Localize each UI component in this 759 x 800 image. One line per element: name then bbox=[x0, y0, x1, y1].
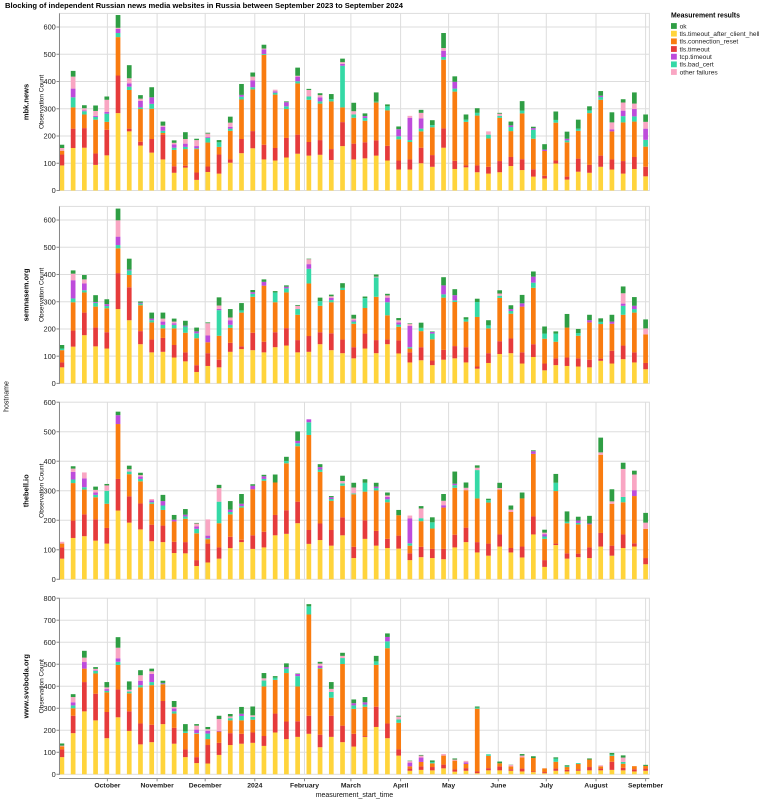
svg-text:300: 300 bbox=[43, 104, 55, 113]
svg-text:November: November bbox=[140, 782, 174, 789]
svg-text:200: 200 bbox=[43, 325, 55, 334]
svg-text:semnasem.org: semnasem.org bbox=[21, 268, 30, 321]
svg-text:May: May bbox=[442, 782, 455, 789]
svg-text:October: October bbox=[94, 782, 120, 789]
svg-text:500: 500 bbox=[43, 50, 55, 59]
svg-text:600: 600 bbox=[43, 23, 55, 32]
svg-text:Blocking of independent Russia: Blocking of independent Russian news med… bbox=[5, 1, 404, 10]
svg-text:500: 500 bbox=[43, 660, 55, 669]
svg-text:Measurement results: Measurement results bbox=[671, 13, 740, 20]
svg-text:2024: 2024 bbox=[247, 782, 262, 789]
svg-text:800: 800 bbox=[43, 594, 55, 603]
svg-text:300: 300 bbox=[43, 486, 55, 495]
svg-text:200: 200 bbox=[43, 726, 55, 735]
svg-text:0: 0 bbox=[52, 770, 56, 779]
svg-text:400: 400 bbox=[43, 682, 55, 691]
svg-text:0: 0 bbox=[52, 575, 56, 584]
svg-text:June: June bbox=[490, 782, 506, 789]
svg-text:tls.timeout: tls.timeout bbox=[680, 46, 710, 53]
svg-text:tls.timeout_after_client_hello: tls.timeout_after_client_hello bbox=[680, 31, 759, 38]
svg-text:600: 600 bbox=[43, 638, 55, 647]
svg-text:August: August bbox=[584, 782, 608, 789]
svg-text:700: 700 bbox=[43, 616, 55, 625]
svg-text:400: 400 bbox=[43, 270, 55, 279]
svg-text:tls.connection_reset: tls.connection_reset bbox=[680, 39, 739, 46]
svg-text:March: March bbox=[341, 782, 361, 789]
svg-text:400: 400 bbox=[43, 457, 55, 466]
svg-text:September: September bbox=[628, 782, 663, 789]
svg-text:February: February bbox=[290, 782, 319, 789]
svg-text:500: 500 bbox=[43, 243, 55, 252]
svg-text:600: 600 bbox=[43, 398, 55, 407]
svg-text:December: December bbox=[189, 782, 222, 789]
svg-text:thebell.io: thebell.io bbox=[21, 474, 30, 507]
svg-text:mbk.news: mbk.news bbox=[21, 84, 30, 120]
svg-text:Observation Count: Observation Count bbox=[39, 463, 46, 517]
svg-text:0: 0 bbox=[52, 379, 56, 388]
svg-text:Observation Count: Observation Count bbox=[39, 75, 46, 129]
svg-text:300: 300 bbox=[43, 704, 55, 713]
svg-text:100: 100 bbox=[43, 159, 55, 168]
svg-text:0: 0 bbox=[52, 186, 56, 195]
svg-text:www.svoboda.org: www.svoboda.org bbox=[21, 654, 30, 720]
svg-text:other failures: other failures bbox=[680, 69, 719, 76]
svg-text:July: July bbox=[539, 782, 553, 789]
svg-text:100: 100 bbox=[43, 545, 55, 554]
svg-text:400: 400 bbox=[43, 77, 55, 86]
svg-text:200: 200 bbox=[43, 516, 55, 525]
svg-text:600: 600 bbox=[43, 216, 55, 225]
svg-text:200: 200 bbox=[43, 132, 55, 141]
svg-text:100: 100 bbox=[43, 352, 55, 361]
svg-text:Observation Count: Observation Count bbox=[39, 268, 46, 322]
svg-text:500: 500 bbox=[43, 427, 55, 436]
svg-text:Observation Count: Observation Count bbox=[39, 659, 46, 713]
svg-text:tls.bad_cert: tls.bad_cert bbox=[680, 62, 714, 69]
svg-text:hostname: hostname bbox=[4, 381, 11, 412]
svg-text:April: April bbox=[393, 782, 409, 789]
svg-text:measurement_start_time: measurement_start_time bbox=[316, 792, 394, 799]
svg-text:300: 300 bbox=[43, 297, 55, 306]
svg-text:tcp.timeout: tcp.timeout bbox=[680, 54, 712, 61]
svg-text:100: 100 bbox=[43, 748, 55, 757]
svg-text:ok: ok bbox=[680, 23, 688, 30]
